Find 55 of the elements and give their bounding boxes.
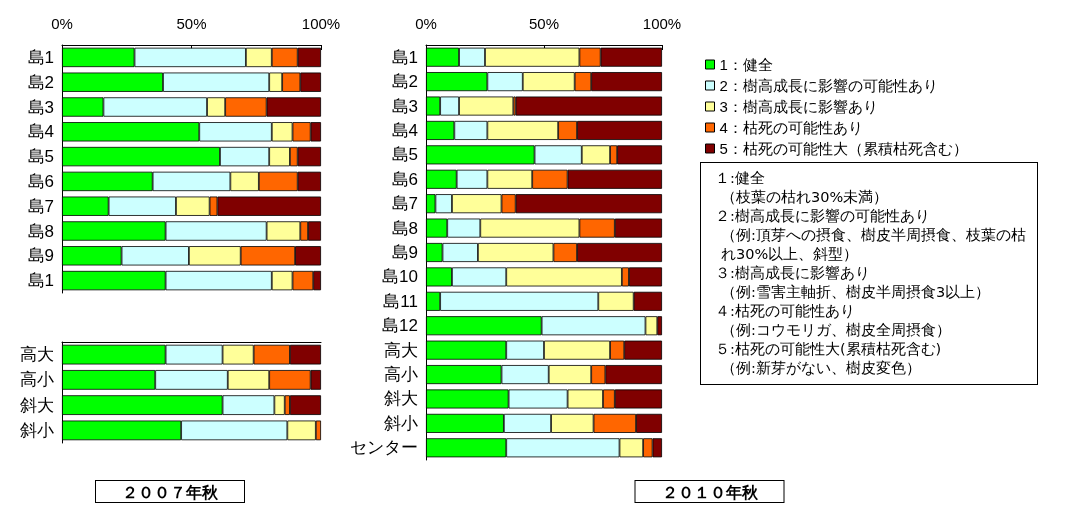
text: ５:枯死の可能性大(累積枯死含む) (715, 340, 943, 359)
y-tick-label: 島8 (27, 221, 54, 241)
y-tick-label: 高小 (384, 365, 418, 385)
legend-label: 5：枯死の可能性大（累積枯死含む） (719, 140, 968, 157)
text: （例:新芽がない、樹皮変色） (720, 359, 922, 378)
y-tick-label: 島1 (27, 271, 54, 291)
y-tick-label: センター (350, 438, 418, 458)
x-tick-label: 50% (176, 15, 207, 32)
y-tick-label: 島5 (391, 145, 418, 165)
y-tick-label: 島6 (391, 169, 418, 189)
y-tick-label: 島12 (382, 316, 418, 336)
y-tick-label: 島7 (391, 194, 418, 214)
y-tick-label: 島8 (391, 218, 418, 238)
y-tick-label: 高大 (20, 345, 54, 365)
y-tick-label: 島4 (27, 122, 54, 142)
y-tick-label: 島2 (391, 72, 418, 92)
y-tick-label: 島2 (27, 72, 54, 92)
x-tick-label: 0% (51, 15, 73, 32)
text: （例:コウモリガ、樹皮全周摂食） (720, 321, 952, 340)
y-tick-label: 島3 (391, 96, 418, 116)
x-axis-title: ２００７年秋 (122, 483, 219, 501)
y-tick-label: 島11 (383, 291, 418, 311)
legend-label: 4：枯死の可能性あり (719, 119, 863, 136)
x-axis-title: ２０１０年秋 (661, 483, 759, 501)
x-tick-label: 100% (301, 15, 341, 32)
x-tick-label: 100% (642, 15, 682, 32)
y-tick-label: 斜小 (20, 420, 54, 440)
y-tick-label: 島7 (27, 196, 54, 216)
y-tick-label: 斜小 (384, 413, 418, 433)
text: ３:樹高成長に影響あり (715, 264, 871, 283)
y-tick-label: 島3 (27, 97, 54, 117)
y-tick-label: 島6 (27, 171, 54, 191)
x-tick-label: 50% (528, 15, 560, 32)
text: （例:頂芽への摂食、樹皮半周摂食、枝葉の枯れ30%以上、斜型） (720, 226, 1027, 264)
y-tick-label: 島4 (391, 120, 418, 140)
text: １:健全 (715, 169, 766, 188)
y-tick-label: 高大 (384, 340, 418, 360)
y-tick-label: 島5 (27, 147, 54, 167)
y-tick-label: 島10 (382, 267, 418, 287)
text: （例:雪害主軸折、樹皮半周摂食3以上） (720, 283, 992, 302)
y-tick-label: 島1 (27, 47, 54, 67)
legend-label: 2：樹高成長に影響の可能性あり (719, 77, 938, 94)
text: （枝葉の枯れ30%未満） (720, 188, 890, 207)
bar (515, 96, 662, 116)
text: ４:枯死の可能性あり (715, 302, 856, 321)
y-tick-label: 高小 (20, 370, 54, 390)
x-tick-label: 0% (415, 15, 437, 32)
y-tick-label: 島9 (27, 246, 54, 266)
legend-label: 3：樹高成長に影響あり (719, 98, 878, 115)
text: ２:樹高成長に影響の可能性あり (715, 207, 931, 226)
y-tick-label: 島1 (391, 47, 418, 67)
y-tick-label: 斜大 (20, 395, 54, 415)
y-tick-label: 島9 (391, 243, 418, 262)
legend-label: 1：健全 (719, 56, 773, 73)
y-tick-label: 斜大 (384, 389, 418, 409)
